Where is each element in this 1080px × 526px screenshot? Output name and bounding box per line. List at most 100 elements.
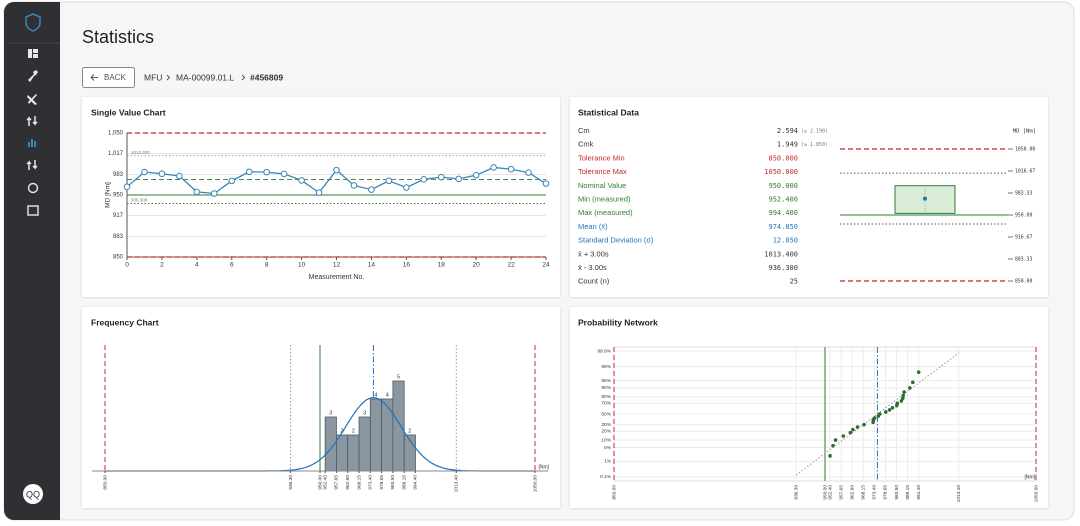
y-tick-label: 983 [113,172,124,178]
x-unit-label: [Nm] [1024,474,1035,480]
back-button[interactable] [82,67,135,88]
breadcrumb-item[interactable]: MA-00099.01.L [176,72,234,82]
stat-label: Mean (x̄) [578,222,608,231]
x-tick-label: 14 [368,262,376,269]
y-tick-label: 950 [113,193,124,199]
nav-dashboard[interactable] [28,49,38,58]
nav-transfer[interactable] [26,160,38,170]
data-point [210,190,218,197]
x-tick-label: 10 [298,262,306,269]
reference-label: 936.300 [131,198,148,203]
x-tick-label: 850.00 [102,475,108,490]
histogram-bar [381,398,394,472]
x-tick-label: 957.65 [838,485,844,500]
data-point [899,399,904,403]
data-point [901,393,906,398]
back-arrow [90,74,98,81]
data-point [831,443,835,448]
stat-label: x̄ + 3.00s [578,249,609,258]
panel [82,307,560,508]
data-point [263,168,270,176]
x-tick-label: 989.15 [905,485,911,500]
x-tick-label: 12 [333,262,341,269]
stat-value: 12.850 [773,237,798,245]
x-tick-label: 950.00 [317,475,323,490]
data-point [315,189,323,196]
nav-history[interactable] [27,182,39,194]
breadcrumb-item[interactable]: MFU [144,72,162,82]
stat-note: (≥ 1.850) [801,142,828,148]
x-tick-label: 936.30 [288,475,294,490]
x-tick-label: 24 [542,262,550,269]
logo[interactable] [25,13,41,32]
data-point [455,175,463,183]
data-point [887,408,892,412]
nav-statistics[interactable] [28,139,36,147]
nav-process[interactable] [26,116,38,126]
data-point [228,177,236,185]
y-tick-label: 70% [601,401,611,407]
stat-value: 994.400 [768,209,798,217]
fit-line [795,352,960,476]
user-avatar[interactable] [23,484,43,504]
y-tick-label: 0.1% [600,474,612,480]
data-point [828,454,832,458]
x-tick-label: 968.15 [861,485,867,500]
data-point [368,186,375,193]
data-point [883,410,888,414]
panel-title: Probability Network [578,317,658,327]
data-point [420,176,428,183]
stat-label: Tolerance Min [578,153,625,162]
stat-value: 2.594 [777,127,798,135]
y-tick-label: 1050.00 [1015,147,1035,153]
data-point [507,165,515,173]
x-tick-label: 983.90 [894,485,900,500]
x-tick-label: 8 [265,262,269,269]
stat-label: Standard Deviation (σ) [578,236,654,245]
x-tick-label: 957.65 [334,475,340,490]
data-point [472,171,480,179]
x-tick-label: 968.15 [356,475,362,490]
data-point [298,177,305,184]
nav-report[interactable] [27,205,39,216]
data-point [437,173,445,181]
sidebar [4,2,60,520]
data-point [848,430,853,435]
nav-settings[interactable] [27,94,37,105]
nav-tools[interactable] [28,70,38,82]
data-point [901,396,905,401]
y-tick-label: 850 [113,255,124,261]
data-point [902,390,906,394]
data-point [490,164,497,171]
stat-value: 936.300 [768,264,798,272]
data-point [245,168,253,176]
stat-label: Tolerance Max [578,167,627,176]
x-tick-label: 18 [438,262,446,269]
y-tick-label: 1,050 [108,131,124,137]
data-point [862,422,866,427]
data-point [350,182,358,189]
x-tick-label: 994.40 [916,485,922,500]
box-mean [923,196,927,201]
stat-value: 974.850 [768,223,798,231]
x-tick-label: 20 [473,262,481,269]
y-tick-label: 80% [601,394,611,400]
x-tick-label: 978.65 [883,485,889,500]
stat-label: Nominal Value [578,181,626,190]
bar-label: 4 [386,392,389,398]
data-point [158,170,166,178]
data-point [908,386,912,390]
x-unit-label: [Nm] [538,464,549,470]
breadcrumb-separator [241,74,246,81]
x-tick-label: 0 [125,262,129,269]
data-point [193,188,201,196]
x-tick-label: 16 [403,262,411,269]
x-axis-label: Measurement No. [309,274,365,281]
data-point [403,184,410,191]
histogram-bar [358,416,371,472]
x-tick-label: 850.00 [611,485,617,500]
y-tick-label: 50% [601,411,611,417]
stat-value: 1050.000 [764,168,798,176]
stat-label: Cm [578,126,590,135]
